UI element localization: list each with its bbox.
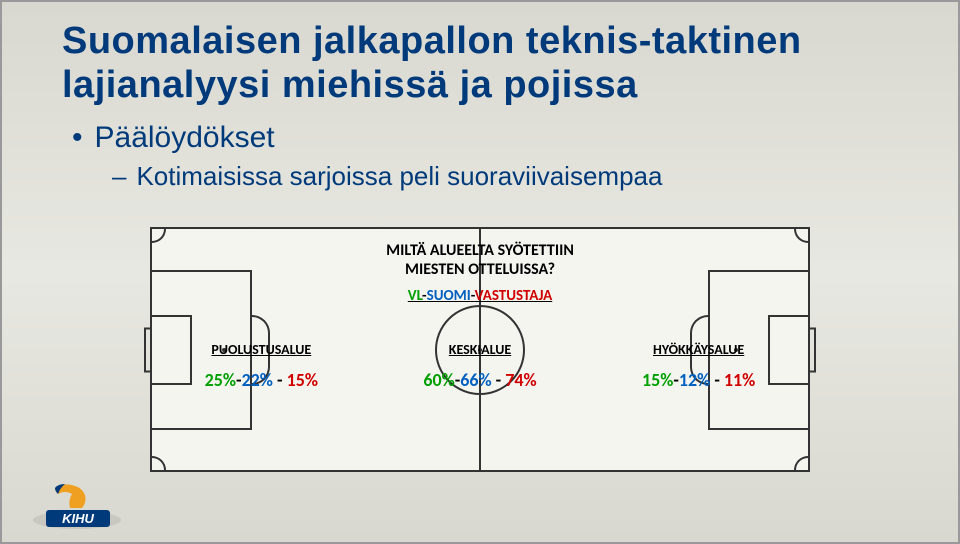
zone-labels-row: PUOLUSTUSALUE KESKIALUE HYÖKKÄYSALUE	[152, 341, 808, 358]
legend-vl: VL	[408, 287, 422, 305]
bullet-list: • Päälöydökset – Kotimaisissa sarjoissa …	[62, 121, 898, 192]
corner-arc-br	[794, 456, 808, 470]
sub-bullet-item: – Kotimaisissa sarjoissa peli suoraviiva…	[112, 161, 898, 192]
svg-text:KIHU: KIHU	[62, 511, 94, 526]
legend-vastustaja: VASTUSTAJA	[475, 287, 553, 305]
corner-arc-tl	[152, 229, 166, 243]
pitch-heading-l1: MILTÄ ALUEELTA SYÖTETTIIN	[386, 241, 574, 260]
bullet-dot-icon: •	[72, 123, 83, 153]
title-line-2: lajianalyysi miehissä ja pojissa	[62, 64, 638, 106]
zone-label-middle: KESKIALUE	[371, 341, 590, 358]
zone-value-attack: 15%-12% - 11%	[589, 369, 808, 391]
legend-suomi: SUOMI	[427, 287, 471, 305]
kihu-logo: KIHU	[30, 480, 125, 530]
corner-arc-tr	[794, 229, 808, 243]
pitch-legend: VL-SUOMI-VASTUSTAJA	[408, 287, 552, 305]
slide-content: Suomalaisen jalkapallon teknis-taktinen …	[2, 2, 958, 192]
goal-left	[144, 327, 152, 372]
bullet-text: Päälöydökset	[95, 121, 275, 155]
zone-value-defense: 25%-22% - 15%	[152, 369, 371, 391]
zone-values-row: 25%-22% - 15% 60%-66% - 74% 15%-12% - 11…	[152, 369, 808, 391]
pitch-heading-l2: MIESTEN OTTELUISSA?	[405, 260, 555, 279]
sub-bullet-text: Kotimaisissa sarjoissa peli suoraviivais…	[136, 161, 662, 192]
zone-label-attack: HYÖKKÄYSALUE	[589, 341, 808, 358]
zone-label-defense: PUOLUSTUSALUE	[152, 341, 371, 358]
goal-right	[808, 327, 816, 372]
slide-title: Suomalaisen jalkapallon teknis-taktinen …	[62, 20, 898, 107]
bullet-item: • Päälöydökset	[72, 121, 898, 155]
pitch-heading: MILTÄ ALUEELTA SYÖTETTIIN MIESTEN OTTELU…	[386, 241, 574, 279]
football-pitch: MILTÄ ALUEELTA SYÖTETTIIN MIESTEN OTTELU…	[150, 227, 810, 472]
pitch-diagram: MILTÄ ALUEELTA SYÖTETTIIN MIESTEN OTTELU…	[150, 227, 810, 472]
zone-value-middle: 60%-66% - 74%	[371, 369, 590, 391]
corner-arc-bl	[152, 456, 166, 470]
title-line-1: Suomalaisen jalkapallon teknis-taktinen	[62, 20, 802, 62]
dash-icon: –	[112, 161, 126, 192]
